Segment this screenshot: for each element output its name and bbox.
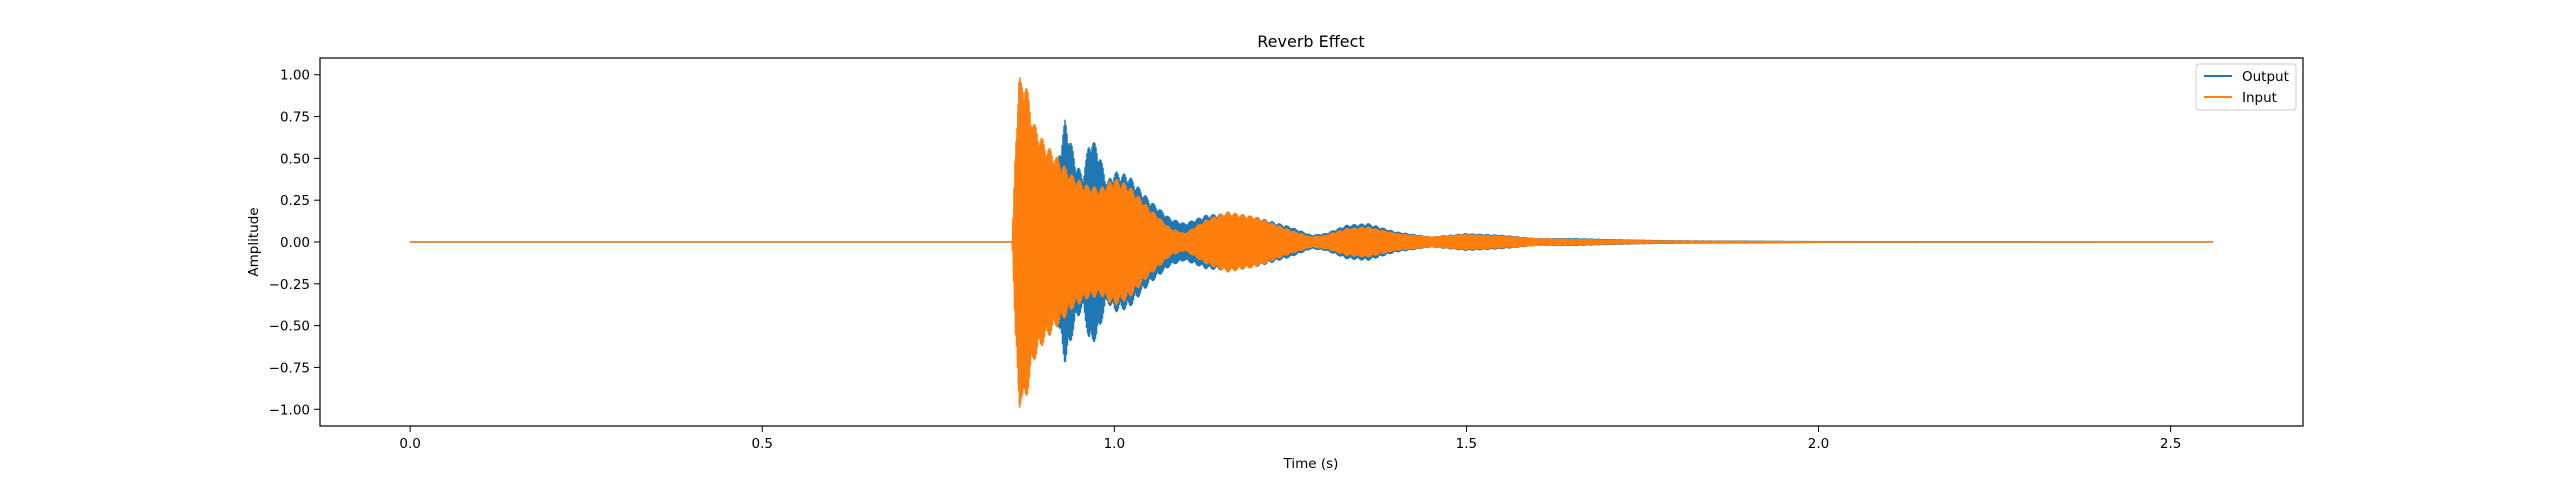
chart-title: Reverb Effect: [1257, 32, 1364, 51]
y-tick-label: 0.25: [280, 193, 310, 209]
series-layer: [409, 77, 2214, 408]
y-tick-label: −0.50: [269, 319, 310, 335]
y-tick-label: 0.75: [280, 110, 310, 126]
y-tick-label: 0.00: [280, 235, 310, 251]
y-tick-label: −1.00: [269, 402, 310, 418]
x-tick-label: 1.5: [1456, 436, 1477, 452]
x-tick-label: 1.0: [1104, 436, 1125, 452]
y-axis: 1.00 0.75 0.50 0.25 0.00 −0.25 −0.50 −0.75 −1.00: [269, 68, 320, 418]
legend: Output Input: [2195, 63, 2297, 111]
y-tick-label: 0.50: [280, 151, 310, 167]
x-tick-label: 2.5: [2160, 436, 2181, 452]
x-axis: 0.0 0.5 1.0 1.5 2.0 2.5: [399, 426, 2181, 452]
x-tick-label: 0.5: [751, 436, 772, 452]
legend-label-input: Input: [2242, 90, 2277, 106]
series-input-line: [409, 77, 2214, 408]
x-axis-label: Time (s): [1283, 456, 1339, 472]
y-tick-label: −0.75: [269, 360, 310, 376]
x-tick-label: 0.0: [399, 436, 420, 452]
y-tick-label: 1.00: [280, 68, 310, 84]
y-axis-label: Amplitude: [246, 207, 262, 276]
x-tick-label: 2.0: [1808, 436, 1829, 452]
legend-label-output: Output: [2242, 69, 2289, 85]
y-tick-label: −0.25: [269, 277, 310, 293]
